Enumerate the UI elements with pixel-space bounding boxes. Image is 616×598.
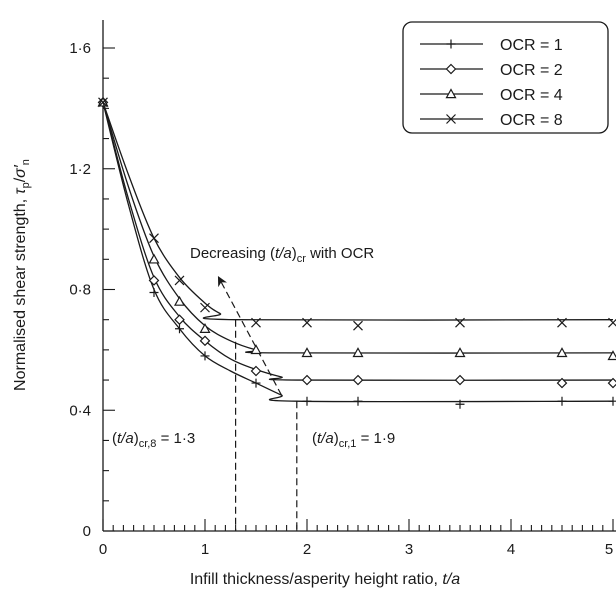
legend-item: OCR = 2: [420, 62, 563, 79]
marker-plus: [175, 324, 184, 334]
marker-triangle: [454, 347, 466, 358]
marker-plus: [446, 39, 456, 49]
marker-diamond: [250, 365, 262, 377]
series-group: [97, 96, 616, 409]
series-line: [102, 102, 614, 354]
marker-cross: [149, 233, 159, 244]
marker-cross: [446, 114, 456, 124]
marker-cross: [200, 302, 210, 313]
series-line: [102, 102, 614, 321]
marker-cross: [353, 320, 363, 331]
legend-item: OCR = 4: [420, 87, 563, 104]
legend-label: OCR = 1: [500, 37, 563, 54]
marker-plus: [455, 399, 465, 409]
x-tick-label: 3: [405, 541, 413, 558]
marker-triangle: [250, 344, 262, 355]
y-tick-label: 1·2: [69, 161, 91, 178]
critical-lines: [217, 276, 298, 531]
y-tick-label: 0·4: [69, 402, 91, 419]
marker-cross: [174, 275, 185, 286]
marker-triangle: [148, 253, 160, 264]
marker-diamond: [148, 275, 160, 286]
marker-triangle: [173, 295, 186, 306]
legend-items: OCR = 1 OCR = 2 OCR = 4 OCR = 8: [420, 37, 563, 129]
marker-diamond: [301, 374, 313, 386]
marker-triangle: [556, 347, 568, 358]
legend-label: OCR = 8: [500, 112, 563, 129]
marker-cross: [608, 317, 616, 328]
marker-diamond: [352, 374, 364, 386]
y-tick-label: 0·8: [69, 282, 91, 299]
legend: OCR = 1 OCR = 2 OCR = 4 OCR = 8: [402, 21, 609, 134]
legend-box: [402, 21, 609, 134]
x-tick-label: 2: [303, 541, 311, 558]
trend-arrow: [217, 276, 283, 396]
series-ocr-4: [98, 97, 616, 331]
marker-cross: [455, 317, 465, 328]
marker-cross: [557, 317, 567, 328]
marker-cross: [98, 97, 108, 108]
y-tick-label: 1·6: [69, 40, 91, 57]
x-tick-label: 1: [201, 541, 209, 558]
series-ocr-1: [98, 97, 616, 409]
annotation-tacr1: (t/a)cr,1 = 1·9: [312, 430, 395, 450]
marker-plus: [353, 396, 363, 406]
marker-diamond: [445, 63, 457, 75]
marker-cross: [251, 317, 261, 328]
legend-item: OCR = 1: [420, 37, 563, 54]
marker-diamond: [174, 314, 185, 326]
marker-plus: [302, 396, 312, 406]
y-tick-label: 0: [83, 523, 91, 540]
legend-item: OCR = 8: [420, 112, 563, 129]
marker-plus: [149, 288, 159, 298]
marker-plus: [251, 378, 261, 388]
marker-triangle: [301, 347, 313, 358]
tick-labels: 0 1 2 3 4 5 0 0·4 0·8 1·2 1·6: [69, 40, 613, 558]
x-axis-title: Infill thickness/asperity height ratio, …: [190, 571, 460, 588]
legend-label: OCR = 4: [500, 87, 563, 104]
annotation-tacr8: (t/a)cr,8 = 1·3: [112, 430, 195, 450]
marker-triangle: [199, 323, 211, 333]
marker-triangle: [445, 88, 457, 99]
marker-cross: [302, 317, 312, 328]
marker-plus: [200, 351, 210, 361]
legend-label: OCR = 2: [500, 62, 563, 79]
marker-triangle: [352, 347, 364, 358]
marker-plus: [608, 396, 616, 406]
annotation-decreasing: Decreasing (t/a)cr with OCR: [190, 245, 374, 265]
x-tick-label: 4: [507, 541, 515, 558]
marker-diamond: [607, 377, 616, 389]
x-tick-label: 0: [99, 541, 107, 558]
marker-diamond: [454, 374, 466, 386]
marker-diamond: [199, 335, 211, 347]
series-ocr-2: [97, 96, 616, 389]
y-axis-title: Normalised shear strength, τp/σ′n: [12, 159, 32, 391]
x-tick-label: 5: [605, 541, 613, 558]
marker-plus: [557, 396, 567, 406]
marker-diamond: [556, 377, 568, 389]
marker-triangle: [607, 350, 616, 361]
tick-marks: [102, 47, 614, 532]
series-line: [102, 102, 614, 381]
